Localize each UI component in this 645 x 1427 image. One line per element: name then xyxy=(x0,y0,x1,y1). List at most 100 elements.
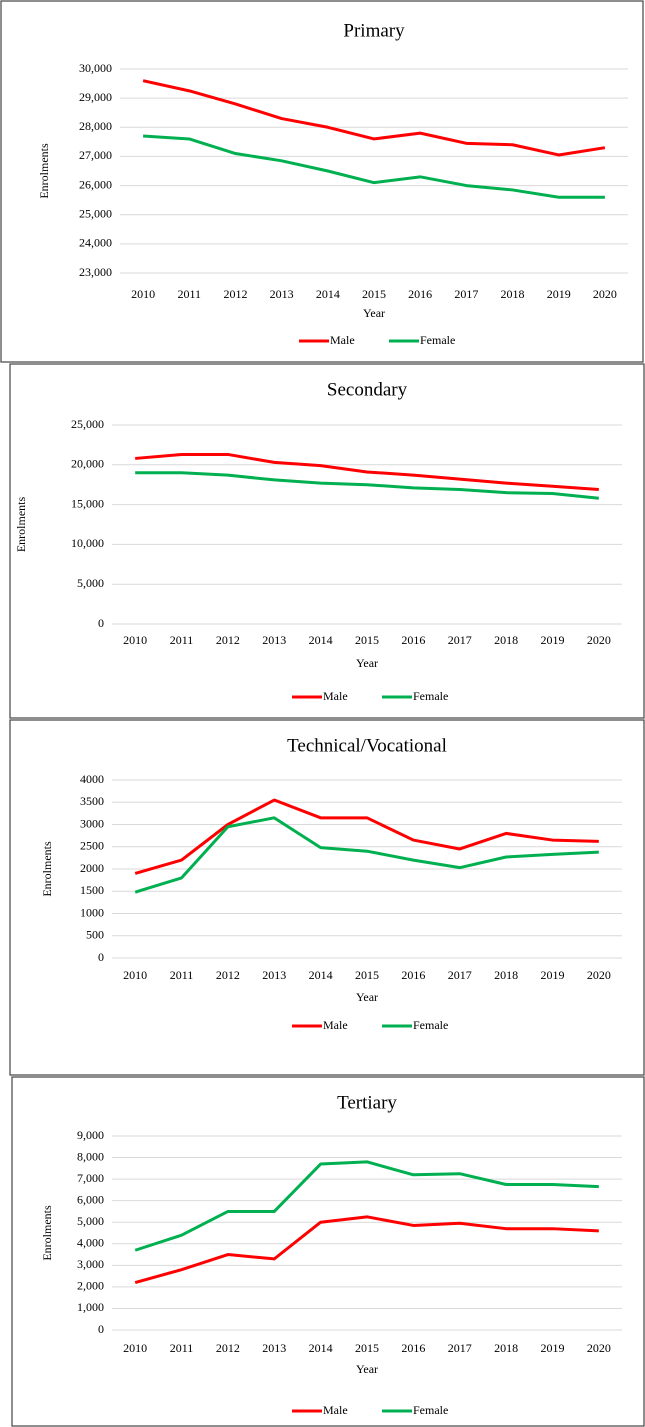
x-tick-label: 2016 xyxy=(408,287,432,301)
y-tick-label: 0 xyxy=(98,1322,104,1336)
x-tick-label: 2013 xyxy=(262,1341,286,1355)
y-axis-label: Enrolments xyxy=(40,1205,54,1261)
x-tick-label: 2013 xyxy=(262,633,286,647)
x-tick-label: 2020 xyxy=(587,633,611,647)
x-tick-label: 2010 xyxy=(123,968,147,982)
x-tick-label: 2019 xyxy=(540,633,564,647)
x-tick-label: 2019 xyxy=(540,1341,564,1355)
x-tick-label: 2014 xyxy=(316,287,340,301)
y-tick-label: 4000 xyxy=(80,772,104,786)
y-tick-label: 1000 xyxy=(80,905,104,919)
x-tick-label: 2015 xyxy=(355,633,379,647)
x-axis-label: Year xyxy=(363,306,385,320)
y-tick-label: 9,000 xyxy=(77,1128,104,1142)
y-tick-label: 8,000 xyxy=(77,1149,104,1163)
x-tick-label: 2017 xyxy=(454,287,478,301)
x-tick-label: 2010 xyxy=(131,287,155,301)
series-line xyxy=(134,798,599,875)
x-tick-label: 2010 xyxy=(123,1341,147,1355)
y-tick-label: 24,000 xyxy=(79,236,112,250)
legend-label: Female xyxy=(413,689,448,703)
series-line xyxy=(142,79,606,157)
x-tick-label: 2011 xyxy=(170,1341,194,1355)
y-tick-label: 27,000 xyxy=(79,148,112,162)
series-line xyxy=(134,1160,599,1252)
y-tick-label: 25,000 xyxy=(71,417,104,431)
x-tick-label: 2018 xyxy=(494,1341,518,1355)
x-tick-label: 2012 xyxy=(216,633,240,647)
x-tick-label: 2017 xyxy=(448,968,472,982)
x-tick-label: 2013 xyxy=(270,287,294,301)
y-tick-label: 3000 xyxy=(80,816,104,830)
y-tick-label: 26,000 xyxy=(79,177,112,191)
y-tick-label: 30,000 xyxy=(79,61,112,75)
x-tick-label: 2012 xyxy=(216,1341,240,1355)
y-tick-label: 2,000 xyxy=(77,1279,104,1293)
legend-label: Male xyxy=(323,1403,348,1417)
x-tick-label: 2019 xyxy=(547,287,571,301)
y-tick-label: 1500 xyxy=(80,883,104,897)
x-axis-label: Year xyxy=(356,1362,378,1376)
y-axis-label: Enrolments xyxy=(14,497,28,553)
x-tick-label: 2018 xyxy=(494,968,518,982)
y-tick-label: 10,000 xyxy=(71,536,104,550)
x-axis-label: Year xyxy=(356,990,378,1004)
series-line xyxy=(142,134,605,199)
chart-title: Primary xyxy=(343,20,405,41)
chart-title: Secondary xyxy=(327,379,408,400)
y-tick-label: 23,000 xyxy=(79,265,112,279)
legend-label: Male xyxy=(330,333,355,347)
x-axis-label: Year xyxy=(356,656,378,670)
y-tick-label: 4,000 xyxy=(77,1236,104,1250)
x-tick-label: 2019 xyxy=(540,968,564,982)
y-axis-label: Enrolments xyxy=(40,841,54,897)
x-tick-label: 2020 xyxy=(587,1341,611,1355)
y-tick-label: 15,000 xyxy=(71,496,104,510)
x-tick-label: 2017 xyxy=(448,1341,472,1355)
legend-label: Female xyxy=(420,333,455,347)
y-tick-label: 29,000 xyxy=(79,90,112,104)
y-tick-label: 3,000 xyxy=(77,1257,104,1271)
x-tick-label: 2015 xyxy=(355,1341,379,1355)
x-tick-label: 2010 xyxy=(123,633,147,647)
x-tick-label: 2017 xyxy=(448,633,472,647)
x-tick-label: 2012 xyxy=(216,968,240,982)
series-line xyxy=(134,816,599,894)
x-tick-label: 2020 xyxy=(587,968,611,982)
y-tick-label: 20,000 xyxy=(71,457,104,471)
x-tick-label: 2012 xyxy=(223,287,247,301)
x-tick-label: 2016 xyxy=(401,968,425,982)
y-tick-label: 500 xyxy=(86,928,104,942)
y-tick-label: 6,000 xyxy=(77,1192,104,1206)
x-tick-label: 2014 xyxy=(309,1341,333,1355)
y-tick-label: 0 xyxy=(98,950,104,964)
y-tick-label: 1,000 xyxy=(77,1300,104,1314)
legend-label: Female xyxy=(413,1018,448,1032)
series-line xyxy=(134,1215,599,1285)
x-tick-label: 2016 xyxy=(401,633,425,647)
x-tick-label: 2015 xyxy=(355,968,379,982)
chart-title: Tertiary xyxy=(337,1092,397,1113)
x-tick-label: 2011 xyxy=(170,968,194,982)
chart-title: Technical/Vocational xyxy=(287,735,447,756)
legend-label: Female xyxy=(413,1403,448,1417)
x-tick-label: 2018 xyxy=(501,287,525,301)
y-tick-label: 3500 xyxy=(80,794,104,808)
y-tick-label: 25,000 xyxy=(79,206,112,220)
x-tick-label: 2016 xyxy=(401,1341,425,1355)
x-tick-label: 2020 xyxy=(593,287,617,301)
panel-frame xyxy=(0,0,644,363)
legend-label: Male xyxy=(323,1018,348,1032)
y-tick-label: 7,000 xyxy=(77,1171,104,1185)
x-tick-label: 2018 xyxy=(494,633,518,647)
x-tick-label: 2011 xyxy=(170,633,194,647)
x-tick-label: 2015 xyxy=(362,287,386,301)
series-line xyxy=(135,452,599,491)
y-tick-label: 5,000 xyxy=(77,576,104,590)
y-axis-label: Enrolments xyxy=(37,143,51,199)
y-tick-label: 2000 xyxy=(80,861,104,875)
panel-frame xyxy=(9,363,645,719)
legend-label: Male xyxy=(323,689,348,703)
y-tick-label: 2500 xyxy=(80,839,104,853)
